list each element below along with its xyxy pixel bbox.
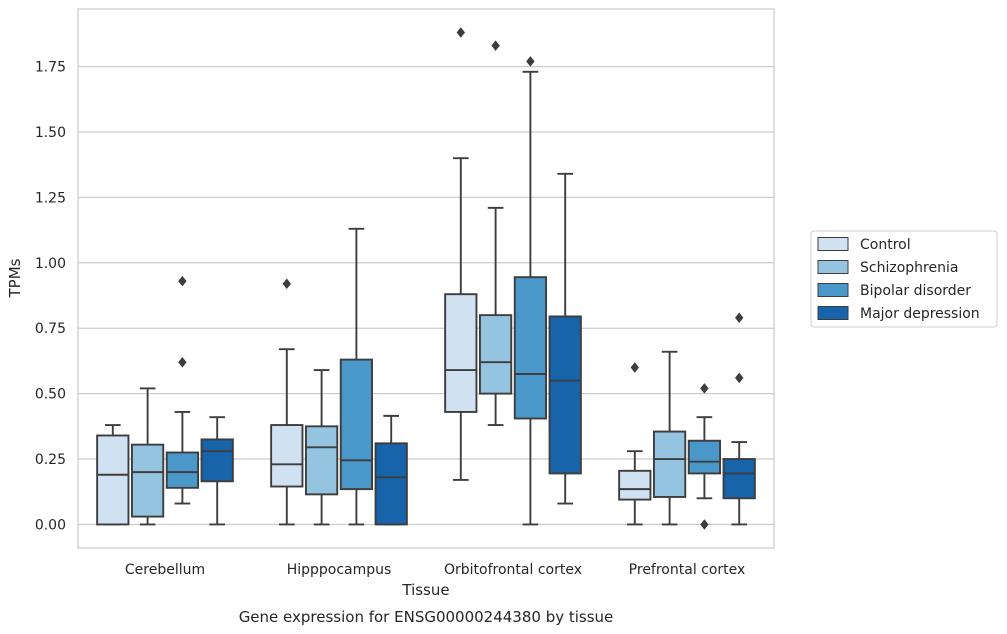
box xyxy=(96,424,130,526)
outlier-point xyxy=(178,356,187,368)
legend-swatch xyxy=(817,260,849,274)
box-series xyxy=(96,27,756,530)
box xyxy=(444,27,478,481)
x-tick-label: Prefrontal cortex xyxy=(629,562,746,578)
box xyxy=(339,227,374,526)
y-tick-label: 0.50 xyxy=(35,387,66,403)
y-axis-ticks: 0.00 0.25 0.50 0.75 1.00 1.25 1.50 1.75 xyxy=(35,60,66,534)
box-body xyxy=(444,293,478,413)
legend-label: Bipolar disorder xyxy=(860,283,971,299)
box xyxy=(513,56,548,526)
y-tick-label: 0.75 xyxy=(35,321,66,337)
box xyxy=(478,40,513,426)
legend: Control Schizophrenia Bipolar disorder Majo… xyxy=(810,230,998,328)
box-body xyxy=(270,424,304,488)
y-tick-label: 1.75 xyxy=(35,60,66,76)
series-major-depression xyxy=(200,172,756,526)
outlier-point xyxy=(456,27,465,38)
legend-swatch xyxy=(817,306,849,320)
box xyxy=(165,275,200,505)
outlier-point xyxy=(700,383,709,394)
y-tick-label: 0.00 xyxy=(35,517,66,533)
legend-swatch xyxy=(817,237,849,251)
box xyxy=(618,362,652,526)
outlier-point xyxy=(630,362,639,373)
box-body xyxy=(722,458,756,500)
series-control xyxy=(96,27,652,526)
box-body xyxy=(652,430,687,498)
x-tick-label: Cerebellum xyxy=(125,562,205,578)
y-axis-title: TPMs xyxy=(6,258,24,298)
box xyxy=(548,172,582,505)
y-tick-label: 1.25 xyxy=(35,190,66,206)
box xyxy=(270,278,304,526)
box xyxy=(687,383,722,530)
box xyxy=(652,350,687,526)
series-bipolar-disorder xyxy=(165,56,722,530)
y-tick-label: 0.25 xyxy=(35,452,66,468)
outlier-point xyxy=(735,372,744,384)
outlier-point xyxy=(735,312,744,323)
series-schizophrenia xyxy=(130,40,687,526)
box-body xyxy=(130,443,165,518)
outlier-point xyxy=(526,56,535,67)
box-body xyxy=(478,314,513,395)
outlier-point xyxy=(491,40,500,51)
box-body xyxy=(339,358,374,491)
box xyxy=(304,369,339,526)
box-body xyxy=(374,442,408,526)
box-body xyxy=(200,438,234,483)
legend-frame xyxy=(810,230,998,328)
legend-label: Major depression xyxy=(860,306,980,322)
box-body xyxy=(304,425,339,496)
outlier-point xyxy=(282,278,291,289)
box xyxy=(200,416,234,526)
box-body xyxy=(687,439,722,475)
outlier-point xyxy=(178,275,187,287)
box xyxy=(130,387,165,526)
box-body xyxy=(618,469,652,501)
box-body xyxy=(96,434,130,526)
y-tick-label: 1.00 xyxy=(35,256,66,272)
chart-title: Gene expression for ENSG00000244380 by t… xyxy=(239,608,614,626)
x-axis-title: Tissue xyxy=(401,581,449,599)
box-body xyxy=(165,451,200,489)
outlier-point xyxy=(700,519,709,530)
legend-label: Schizophrenia xyxy=(860,260,958,276)
x-tick-label: Hipppocampus xyxy=(287,562,392,578)
y-tick-label: 1.50 xyxy=(35,125,66,141)
legend-swatch xyxy=(817,283,849,297)
box-body xyxy=(548,315,582,475)
x-tick-label: Orbitofrontal cortex xyxy=(444,562,582,578)
box-body xyxy=(513,276,548,420)
legend-label: Control xyxy=(860,237,911,253)
box xyxy=(374,414,408,526)
box xyxy=(722,312,756,526)
x-axis-ticks: Cerebellum Hipppocampus Orbitofrontal cort… xyxy=(125,562,745,578)
